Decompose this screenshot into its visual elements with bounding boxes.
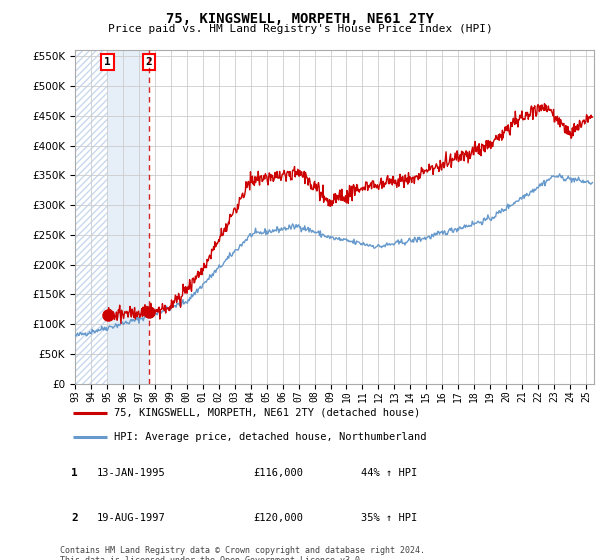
Text: 75, KINGSWELL, MORPETH, NE61 2TY (detached house): 75, KINGSWELL, MORPETH, NE61 2TY (detach… bbox=[115, 408, 421, 418]
Text: 2: 2 bbox=[146, 57, 152, 67]
Text: 44% ↑ HPI: 44% ↑ HPI bbox=[361, 468, 418, 478]
Bar bbox=[75, 50, 107, 384]
Text: 2: 2 bbox=[71, 513, 78, 523]
Text: Price paid vs. HM Land Registry's House Price Index (HPI): Price paid vs. HM Land Registry's House … bbox=[107, 24, 493, 34]
Text: 75, KINGSWELL, MORPETH, NE61 2TY: 75, KINGSWELL, MORPETH, NE61 2TY bbox=[166, 12, 434, 26]
Text: £116,000: £116,000 bbox=[253, 468, 303, 478]
Bar bbox=[107, 50, 149, 384]
Text: £120,000: £120,000 bbox=[253, 513, 303, 523]
Text: HPI: Average price, detached house, Northumberland: HPI: Average price, detached house, Nort… bbox=[115, 432, 427, 442]
Text: 1: 1 bbox=[104, 57, 111, 67]
Text: 1: 1 bbox=[71, 468, 78, 478]
Text: 19-AUG-1997: 19-AUG-1997 bbox=[97, 513, 166, 523]
Text: 13-JAN-1995: 13-JAN-1995 bbox=[97, 468, 166, 478]
Text: Contains HM Land Registry data © Crown copyright and database right 2024.
This d: Contains HM Land Registry data © Crown c… bbox=[60, 546, 425, 560]
Text: 35% ↑ HPI: 35% ↑ HPI bbox=[361, 513, 418, 523]
